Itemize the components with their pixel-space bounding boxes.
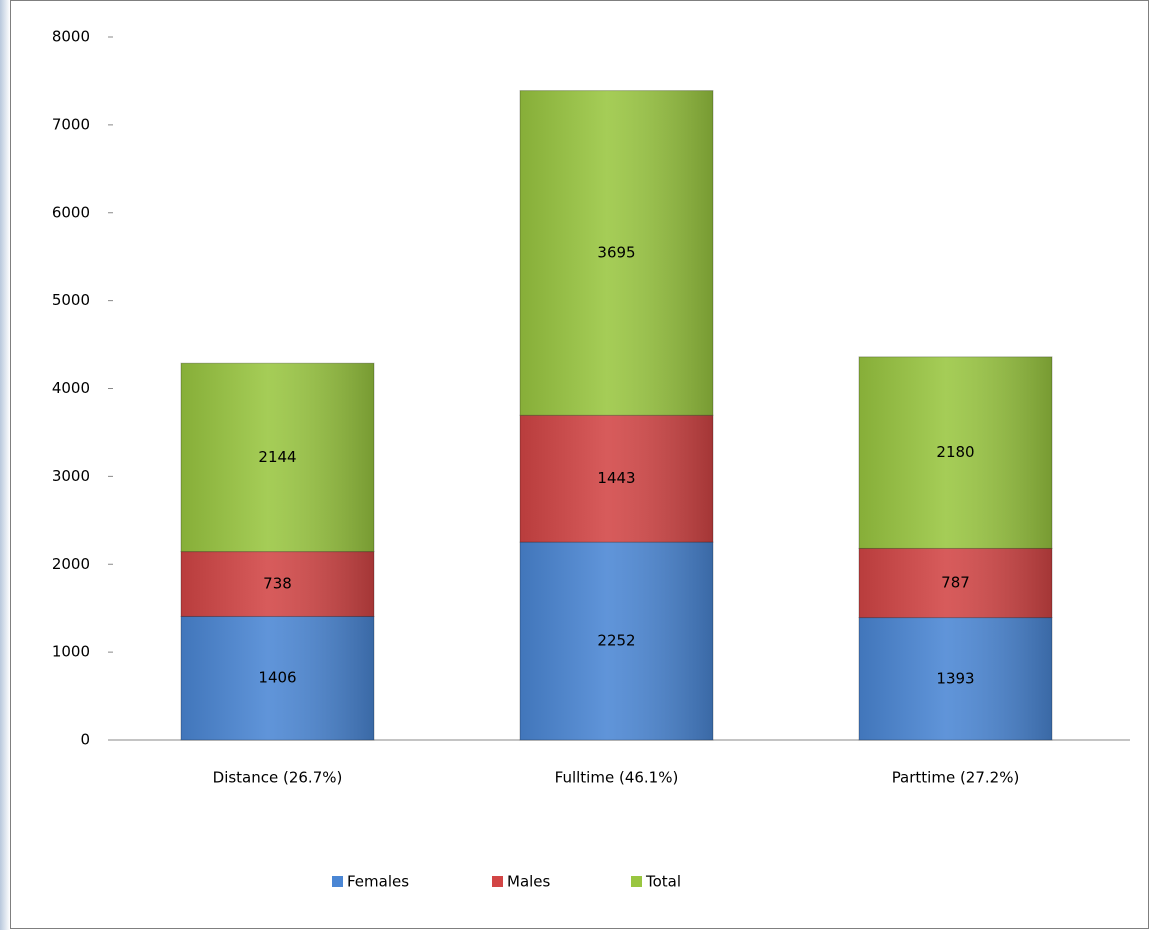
data-label: 2180 [936,443,974,461]
y-tick-label: 3000 [52,467,90,485]
bar-shade [520,542,713,740]
bar-shade [520,415,713,543]
legend-swatch [492,876,503,887]
data-label: 3695 [597,243,635,261]
data-label: 787 [941,574,970,592]
data-label: 738 [263,575,292,593]
legend-swatch [631,876,642,887]
x-tick-label: Fulltime (46.1%) [555,769,679,787]
data-label: 2252 [597,632,635,650]
data-label: 1393 [936,669,974,687]
y-tick-label: 7000 [52,115,90,133]
bar-shade [859,617,1052,740]
legend-label: Total [645,873,681,891]
legend-label: Males [507,873,551,891]
data-label: 1406 [258,669,296,687]
bar-shade [859,548,1052,618]
y-tick-label: 6000 [52,203,90,221]
legend-label: Females [347,873,409,891]
y-tick-label: 2000 [52,555,90,573]
bar-shade [181,551,374,617]
y-tick-label: 0 [80,731,90,749]
y-tick-label: 1000 [52,643,90,661]
data-label: 1443 [597,469,635,487]
window-edge [0,0,10,930]
y-tick-label: 4000 [52,379,90,397]
bar-shade [859,356,1052,549]
y-tick-label: 5000 [52,291,90,309]
bar-shade [181,616,374,740]
legend-swatch [332,876,343,887]
x-tick-label: Parttime (27.2%) [892,769,1020,787]
data-label: 2144 [258,448,296,466]
y-tick-label: 8000 [52,28,90,46]
bar-shade [520,90,713,416]
x-tick-label: Distance (26.7%) [213,769,343,787]
bar-shade [181,363,374,552]
